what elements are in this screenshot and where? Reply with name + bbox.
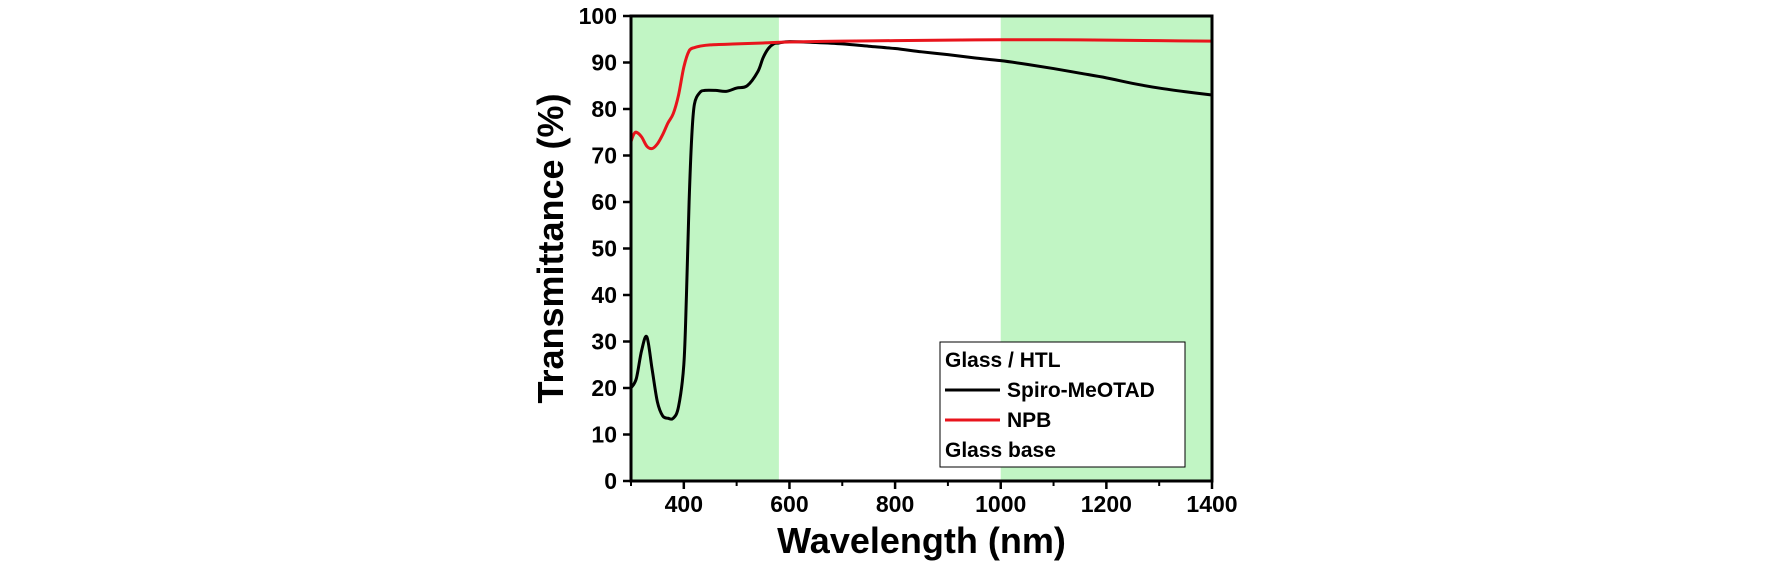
x-tick-label-400: 400	[665, 491, 703, 517]
y-tick-label-70: 70	[591, 143, 617, 169]
y-tick-label-0: 0	[604, 468, 617, 494]
series-line-spiro-meotad	[629, 40, 1213, 421]
y-tick-label-10: 10	[591, 422, 617, 448]
x-tick-label-1200: 1200	[1081, 491, 1132, 517]
y-tick-label-90: 90	[591, 50, 617, 76]
y-tick-label-100: 100	[579, 3, 617, 29]
y-tick-label-40: 40	[591, 282, 617, 308]
x-axis-title: Wavelength (nm)	[777, 520, 1066, 561]
legend-label-npb: NPB	[1007, 409, 1051, 432]
series-line-npb	[629, 38, 1213, 151]
y-tick-label-50: 50	[591, 236, 617, 262]
series-layer	[629, 38, 1213, 421]
x-tick-label-800: 800	[876, 491, 914, 517]
y-tick-label-80: 80	[591, 96, 617, 122]
y-tick-label-20: 20	[591, 375, 617, 401]
x-tick-label-1000: 1000	[975, 491, 1026, 517]
y-axis-title: Transmittance (%)	[530, 93, 571, 403]
legend-label-spiro-meotad: Spiro-MeOTAD	[1007, 379, 1155, 402]
x-tick-label-1400: 1400	[1186, 491, 1237, 517]
y-tick-label-60: 60	[591, 189, 617, 215]
legend: Glass / HTL Spiro-MeOTAD NPB Glass base	[939, 341, 1186, 468]
y-tick-label-30: 30	[591, 329, 617, 355]
axis-ticks: 400 600 800 1000 1200 1400 0 10 20 30 40 50 60 70 80 90…	[579, 3, 1238, 517]
legend-footer: Glass base	[945, 439, 1056, 462]
legend-title: Glass / HTL	[945, 349, 1061, 372]
shaded-region-0	[631, 16, 779, 481]
x-tick-label-600: 600	[770, 491, 808, 517]
legend-box	[939, 341, 1186, 468]
